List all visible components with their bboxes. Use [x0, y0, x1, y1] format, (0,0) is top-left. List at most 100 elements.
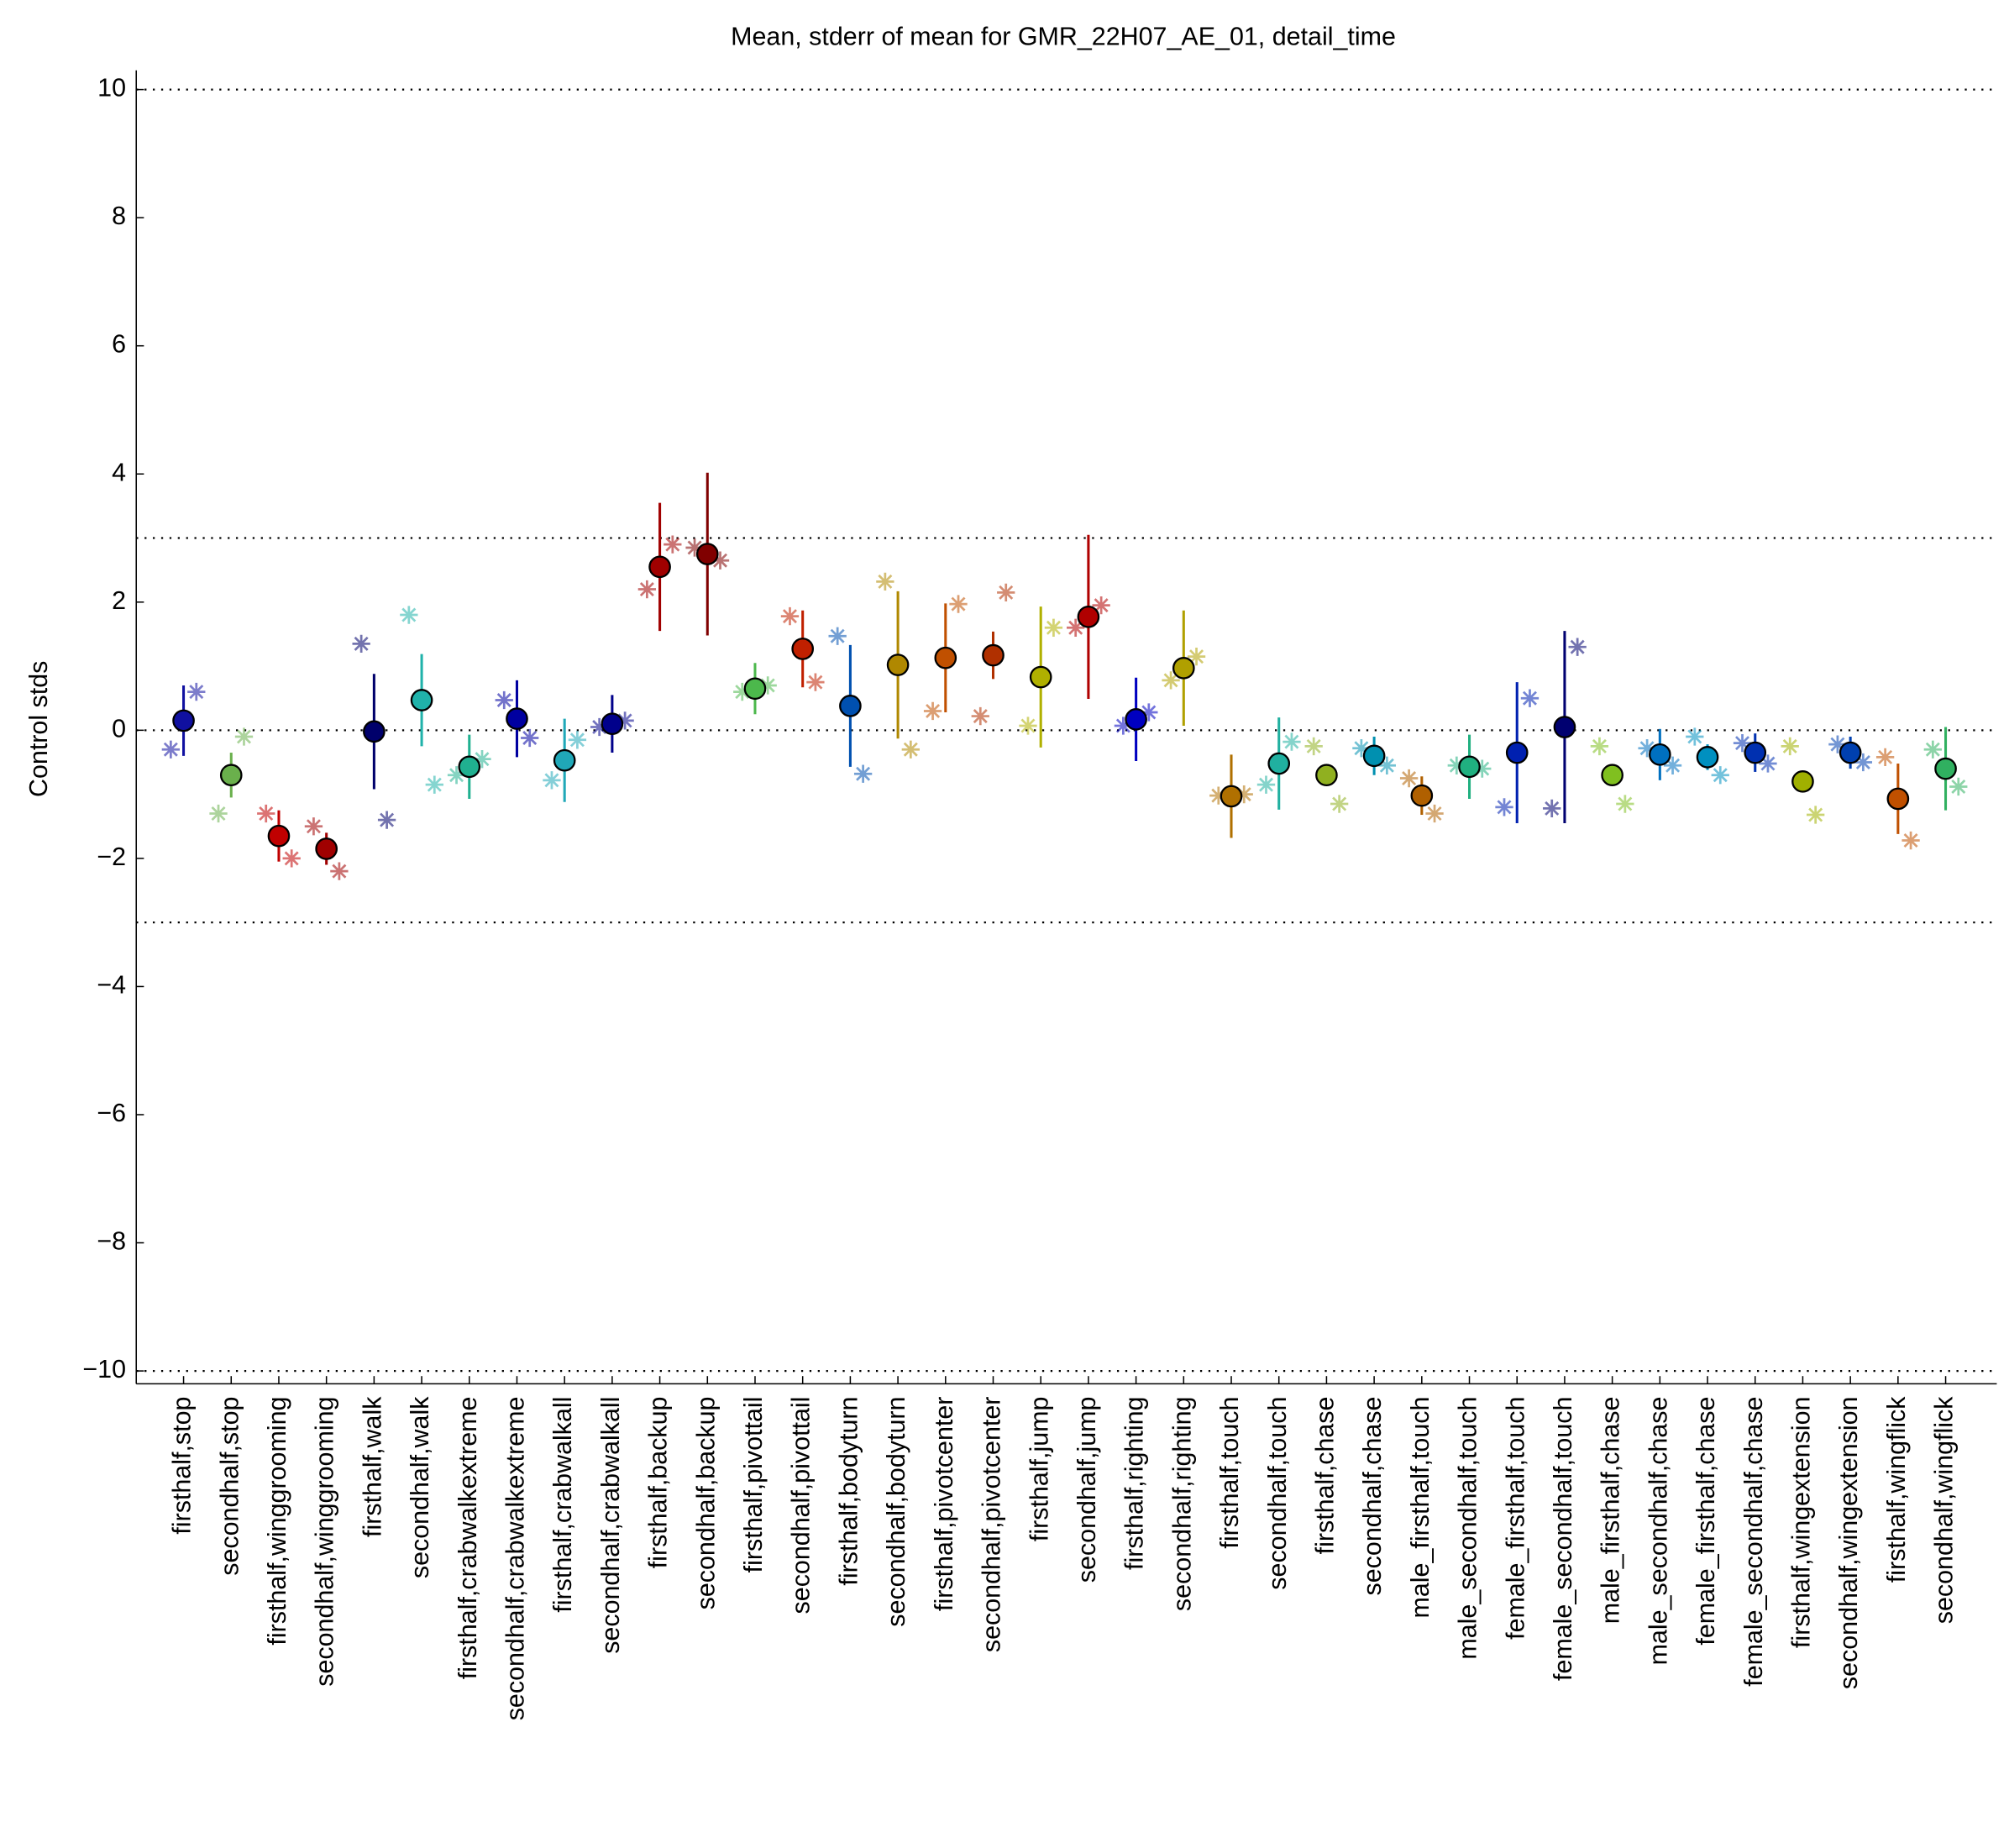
asterisk-marker — [1019, 717, 1037, 735]
x-tick-label: secondhalf,wingextension — [1834, 1397, 1863, 1690]
asterisk-marker — [330, 862, 349, 880]
x-tick-label: female_secondhalf,chase — [1739, 1397, 1768, 1687]
asterisk-marker — [1733, 733, 1752, 753]
asterisk-marker — [187, 682, 206, 701]
y-axis-label: Control stds — [24, 661, 53, 797]
asterisk-marker — [304, 817, 323, 836]
x-tick-label: firsthalf,pivottail — [739, 1397, 768, 1573]
asterisk-marker — [1304, 737, 1323, 756]
mean-marker — [1172, 657, 1195, 680]
mean-marker — [1553, 716, 1576, 738]
x-tick-label: secondhalf,touch — [1263, 1397, 1292, 1590]
x-tick-label: firsthalf,jump — [1025, 1397, 1053, 1542]
asterisk-marker — [1543, 799, 1561, 818]
x-tick-label: firsthalf,touch — [1215, 1397, 1244, 1549]
mean-marker — [410, 689, 433, 711]
asterisk-marker — [1067, 618, 1085, 637]
asterisk-marker — [949, 595, 968, 613]
asterisk-marker — [828, 627, 847, 645]
y-tick-label: 10 — [97, 74, 126, 102]
asterisk-marker — [876, 572, 894, 591]
asterisk-marker — [257, 804, 275, 823]
asterisk-marker — [733, 682, 752, 701]
asterisk-marker — [923, 701, 942, 721]
asterisk-marker — [1616, 795, 1634, 813]
mean-marker — [1220, 785, 1243, 808]
mean-marker — [1362, 744, 1386, 768]
mean-marker — [553, 748, 576, 772]
y-tick-label: −10 — [82, 1355, 126, 1383]
asterisk-marker — [853, 764, 873, 783]
asterisk-marker — [495, 690, 513, 710]
mean-marker — [1125, 708, 1147, 731]
asterisk-marker — [1256, 775, 1276, 794]
asterisk-marker — [400, 606, 418, 624]
x-tick-label: male_secondhalf,chase — [1644, 1397, 1672, 1666]
asterisk-marker — [664, 535, 682, 554]
asterisk-marker — [1711, 766, 1729, 785]
y-tick-label: 0 — [112, 714, 126, 743]
asterisk-marker — [1447, 756, 1466, 774]
x-tick-label: secondhalf,righting — [1167, 1397, 1196, 1612]
y-tick-label: 6 — [112, 330, 126, 359]
asterisk-marker — [1901, 831, 1920, 850]
mean-marker — [1267, 752, 1291, 775]
mean-marker — [695, 543, 719, 565]
asterisk-marker — [1781, 737, 1799, 756]
asterisk-marker — [1473, 759, 1492, 778]
x-tick-label: secondhalf,bodyturn — [882, 1397, 910, 1627]
asterisk-marker — [1949, 777, 1968, 796]
x-tick-label: female_firsthalf,touch — [1501, 1397, 1529, 1640]
asterisk-marker — [377, 811, 396, 829]
y-tick-label: −4 — [97, 970, 126, 999]
asterisk-marker — [1044, 618, 1063, 637]
y-tick-label: 8 — [112, 202, 126, 230]
asterisk-marker — [1568, 638, 1587, 656]
mean-marker — [172, 709, 195, 732]
asterisk-marker — [1495, 798, 1513, 816]
asterisk-marker — [997, 583, 1015, 602]
asterisk-marker — [1807, 806, 1825, 824]
x-tick-label: firsthalf,chase — [1310, 1397, 1339, 1555]
asterisk-marker — [780, 606, 800, 626]
chart-title: Mean, stderr of mean for GMR_22H07_AE_01… — [731, 23, 1396, 51]
x-tick-label: firsthalf,bodyturn — [834, 1397, 863, 1586]
asterisk-marker — [1330, 795, 1349, 813]
mean-marker — [315, 837, 338, 860]
asterisk-marker — [1875, 748, 1895, 767]
x-tick-label: firsthalf,righting — [1120, 1397, 1149, 1570]
asterisk-marker — [1425, 804, 1444, 823]
asterisk-marker — [521, 728, 539, 748]
mean-marker — [1505, 741, 1529, 764]
y-tick-label: −2 — [97, 843, 126, 871]
x-tick-label: secondhalf,stop — [215, 1397, 244, 1576]
mean-marker — [506, 707, 528, 730]
asterisk-marker — [161, 740, 180, 759]
asterisk-marker — [209, 804, 228, 823]
asterisk-marker — [234, 727, 254, 746]
asterisk-marker — [1140, 703, 1158, 722]
mean-marker — [1696, 746, 1719, 769]
mean-marker — [886, 654, 910, 676]
mean-marker — [1601, 764, 1623, 787]
asterisk-marker — [473, 750, 491, 769]
x-tick-label: firsthalf,winggrooming — [263, 1397, 291, 1646]
mean-marker — [267, 824, 291, 848]
mean-marker — [1886, 787, 1910, 811]
y-tick-label: 2 — [112, 586, 126, 615]
mean-marker — [1029, 665, 1052, 689]
x-tick-label: secondhalf,jump — [1073, 1397, 1101, 1583]
x-tick-label: firsthalf,crabwalkextreme — [454, 1397, 482, 1680]
mean-marker — [219, 764, 243, 787]
x-tick-label: male_firsthalf,chase — [1597, 1397, 1625, 1625]
x-tick-label: male_firsthalf,touch — [1406, 1397, 1435, 1619]
asterisk-marker — [1520, 689, 1540, 707]
asterisk-marker — [637, 580, 657, 599]
mean-marker — [1934, 757, 1957, 780]
mean-marker — [1077, 606, 1100, 628]
asterisk-marker — [568, 731, 587, 749]
mean-marker — [458, 755, 481, 779]
asterisk-marker — [685, 538, 704, 557]
